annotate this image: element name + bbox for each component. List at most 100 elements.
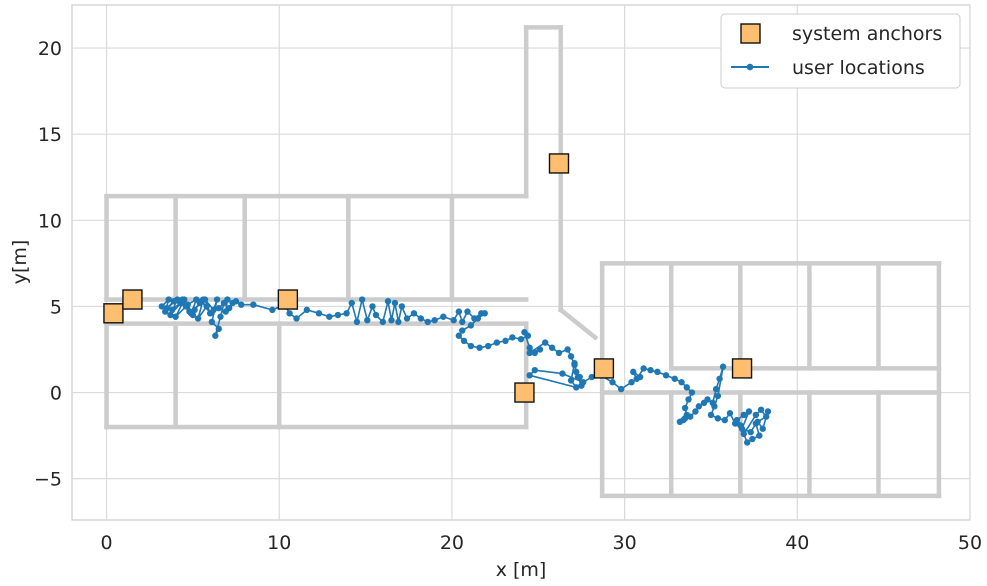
user-location-point [474, 315, 482, 322]
user-location-point [410, 310, 418, 317]
user-location-point [678, 379, 685, 386]
user-location-point [293, 315, 300, 322]
user-location-point [719, 363, 727, 370]
user-location-point [391, 299, 399, 307]
anchor-marker [277, 289, 299, 310]
user-location-point [609, 379, 616, 386]
legend-anchor-label: system anchors [792, 23, 942, 45]
user-location-point [733, 416, 741, 424]
user-location-point [165, 296, 172, 303]
user-location-point [573, 384, 580, 391]
user-location-point [740, 430, 747, 438]
user-location-point [526, 372, 533, 379]
user-location-point [450, 317, 457, 324]
user-location-point [692, 408, 699, 415]
user-location-point [662, 372, 670, 379]
user-location-point [238, 301, 245, 308]
user-location-point [726, 410, 734, 417]
anchor-marker [103, 303, 124, 324]
user-location-point [749, 435, 756, 443]
user-location-point [517, 335, 525, 343]
anchor-marker [593, 358, 615, 379]
x-tick-label: 0 [100, 532, 112, 554]
user-location-point [531, 366, 539, 374]
user-location-point [215, 325, 222, 333]
user-location-point [334, 311, 342, 319]
user-location-point [372, 311, 380, 319]
anchor-marker [514, 382, 535, 403]
system-anchors-series [103, 153, 753, 403]
user-location-point [716, 375, 723, 382]
user-location-point [695, 403, 703, 410]
user-location-point [484, 342, 492, 350]
user-location-point [201, 296, 209, 303]
user-location-point [617, 385, 625, 393]
user-location-point [167, 311, 174, 319]
user-location-point [536, 346, 544, 353]
user-location-point [744, 439, 751, 446]
user-location-point [721, 416, 728, 424]
user-location-point [714, 392, 722, 400]
legend-box [720, 13, 961, 89]
user-location-point [158, 303, 165, 310]
user-location-point [647, 366, 654, 374]
user-location-point [714, 415, 722, 422]
user-location-point [481, 310, 488, 317]
user-location-point [502, 337, 509, 345]
y-tick-label: −5 [34, 469, 62, 491]
user-location-point [704, 396, 711, 403]
user-location-point [756, 432, 763, 439]
user-location-point [509, 334, 516, 341]
user-location-point [369, 303, 376, 310]
user-location-point [745, 408, 753, 415]
user-location-point [225, 304, 233, 312]
user-location-point [526, 349, 533, 357]
user-location-point [212, 332, 219, 339]
user-location-point [640, 365, 647, 372]
user-location-point [738, 425, 746, 432]
user-location-point [633, 375, 640, 382]
user-location-point [571, 360, 578, 367]
user-location-point [559, 370, 566, 377]
user-location-point [757, 406, 765, 413]
user-location-point [208, 318, 216, 326]
y-tick-label: 10 [38, 210, 62, 232]
x-tick-label: 40 [785, 532, 809, 554]
user-location-point [395, 318, 402, 326]
user-location-point [752, 411, 760, 419]
legend: system anchors user locations [720, 13, 961, 89]
user-location-point [654, 368, 661, 376]
user-location-point [681, 415, 689, 422]
x-axis-label: x [m] [496, 559, 547, 581]
user-location-point [764, 408, 772, 415]
user-location-point [467, 322, 475, 329]
x-tick-label: 10 [267, 532, 291, 554]
user-locations-series [158, 296, 772, 446]
user-location-point [203, 303, 210, 310]
user-location-point [269, 306, 276, 314]
user-location-point [476, 344, 483, 351]
user-location-point [683, 384, 690, 391]
user-location-point [179, 296, 186, 303]
user-location-point [379, 318, 387, 326]
user-location-point [213, 296, 221, 303]
user-location-point [232, 298, 240, 305]
legend-user-label: user locations [792, 57, 925, 79]
user-location-point [740, 411, 747, 419]
user-location-point [687, 413, 694, 420]
x-tick-label: 20 [440, 532, 464, 554]
user-location-point [459, 327, 466, 334]
y-tick-label: 0 [50, 383, 62, 405]
user-location-point [464, 308, 471, 315]
user-location-point [398, 303, 406, 310]
user-location-point [172, 313, 179, 320]
y-tick-label: 5 [50, 296, 62, 318]
user-location-point [455, 308, 463, 315]
user-location-point [579, 379, 587, 386]
user-location-point [217, 313, 224, 320]
user-location-point [564, 346, 571, 353]
grid [72, 5, 971, 520]
user-location-point [671, 375, 678, 382]
user-location-point [541, 339, 549, 346]
user-location-point [384, 298, 392, 305]
